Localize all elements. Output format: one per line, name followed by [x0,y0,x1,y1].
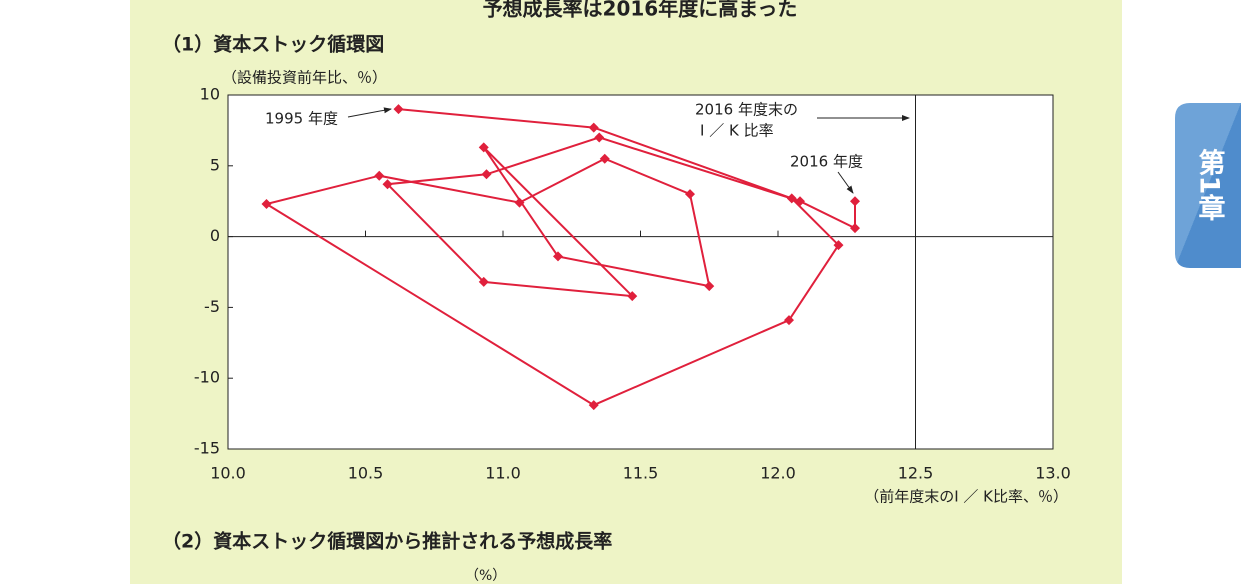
annotation: 2016 年度末の [695,101,798,119]
point [393,104,404,115]
point [478,142,489,153]
point [786,193,797,204]
point [481,169,492,180]
unit-label: （%） [465,568,506,584]
point [588,122,599,133]
point [833,240,844,251]
annotation-arrow [347,107,392,118]
y-tick-label: 5 [210,155,220,174]
point [784,315,794,326]
point [850,196,860,207]
point [514,197,525,208]
x-tick-label: 13.0 [1035,464,1071,483]
series-line [263,108,856,407]
point [685,189,695,200]
annotation-arrow [837,171,854,194]
chapter-tab [1175,103,1241,268]
annotation: I ／ K 比率 [700,122,774,140]
point [594,132,605,143]
annotation: 1995 年度 [265,110,338,128]
x-tick-label: 12.0 [760,464,796,483]
x-tick-label: 12.5 [898,464,934,483]
heading: 予想成長率は2016年度に高まった [483,0,798,21]
point [795,196,805,207]
annotation: 2016 年度 [790,153,863,171]
point [627,291,638,302]
point [599,153,610,164]
x-axis-label: （前年度末のI ／ K比率、％） [864,488,1068,506]
point [704,281,715,292]
x-tick-label: 11.0 [485,464,521,483]
x-tick-label: 11.5 [623,464,659,483]
x-tick-label: 10.0 [210,464,246,483]
chapter-tab-label: 第1章 [1194,147,1226,221]
section-title: （1）資本ストック循環図 [162,33,384,56]
y-tick-label: -15 [194,439,220,458]
point [850,223,860,234]
y-tick-label: 10 [200,85,220,104]
y-tick-label: -5 [204,297,220,316]
point [553,251,563,262]
point [374,170,385,181]
y-axis-label: （設備投資前年比、％） [222,69,387,87]
point [478,276,489,287]
section-title: （2）資本ストック循環図から推計される予想成長率 [162,530,612,553]
x-tick-label: 10.5 [348,464,384,483]
point [588,400,599,411]
y-tick-label: -10 [194,368,220,387]
point [382,179,393,190]
point [261,199,272,210]
y-tick-label: 0 [210,226,220,245]
